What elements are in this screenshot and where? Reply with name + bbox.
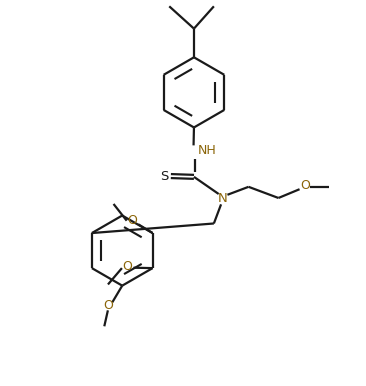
Text: O: O <box>123 260 132 273</box>
Text: O: O <box>103 299 113 312</box>
Text: NH: NH <box>197 144 216 157</box>
Text: O: O <box>300 179 310 192</box>
Text: O: O <box>127 214 137 227</box>
Text: S: S <box>160 169 169 183</box>
Text: N: N <box>218 192 228 205</box>
